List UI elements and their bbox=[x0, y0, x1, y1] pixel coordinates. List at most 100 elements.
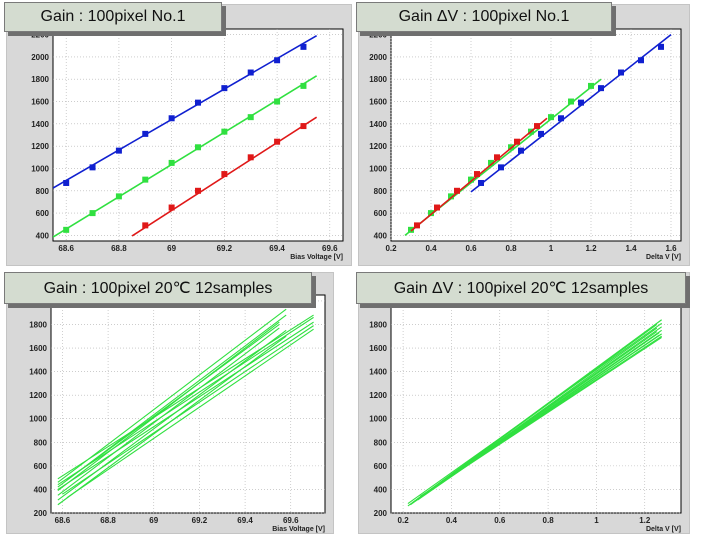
y-tick-label: 1600 bbox=[369, 98, 387, 107]
y-tick-label: 1800 bbox=[369, 320, 387, 329]
x-tick-label: 0.6 bbox=[465, 244, 477, 253]
data-point bbox=[142, 130, 149, 137]
data-point bbox=[274, 98, 281, 105]
data-point bbox=[468, 176, 474, 183]
fit-line bbox=[53, 35, 318, 189]
x-tick-label: 1 bbox=[594, 516, 599, 525]
x-tick-label: 68.6 bbox=[58, 244, 74, 253]
x-tick-label: 0.8 bbox=[505, 244, 517, 253]
x-tick-label: 0.8 bbox=[543, 516, 555, 525]
x-tick-label: 69.2 bbox=[217, 244, 233, 253]
sample-line bbox=[66, 328, 314, 499]
x-tick-label: 68.8 bbox=[100, 516, 116, 525]
sample-line bbox=[66, 324, 280, 481]
y-tick-label: 2000 bbox=[369, 53, 387, 62]
y-tick-label: 1200 bbox=[369, 142, 387, 151]
data-point bbox=[638, 57, 644, 64]
y-tick-label: 1400 bbox=[31, 120, 49, 129]
data-point bbox=[63, 179, 70, 186]
x-tick-label: 0.6 bbox=[494, 516, 506, 525]
data-point bbox=[538, 130, 544, 137]
x-tick-label: 68.8 bbox=[111, 244, 127, 253]
data-point bbox=[534, 123, 540, 130]
y-tick-label: 600 bbox=[374, 462, 388, 471]
data-point bbox=[300, 82, 307, 89]
y-tick-label: 1400 bbox=[29, 368, 47, 377]
y-tick-label: 1200 bbox=[29, 391, 47, 400]
y-tick-label: 600 bbox=[36, 209, 50, 218]
y-tick-label: 1600 bbox=[369, 344, 387, 353]
chart-title-4: Gain ΔV : 100pixel 20℃ 12samples bbox=[356, 272, 686, 304]
sample-line bbox=[57, 308, 287, 483]
data-point bbox=[142, 176, 149, 183]
chart-title-3: Gain : 100pixel 20℃ 12samples bbox=[4, 272, 312, 304]
data-point bbox=[300, 123, 307, 130]
data-point bbox=[514, 138, 520, 145]
x-tick-label: 69.4 bbox=[269, 244, 285, 253]
sample-line bbox=[57, 321, 280, 492]
x-tick-label: 0.2 bbox=[385, 244, 397, 253]
y-tick-label: 400 bbox=[36, 231, 50, 240]
y-tick-label: 200 bbox=[34, 509, 48, 518]
x-tick-label: 69.6 bbox=[283, 516, 299, 525]
data-point bbox=[448, 193, 454, 200]
data-point bbox=[568, 98, 574, 105]
data-point bbox=[274, 57, 281, 64]
x-tick-label: 0.2 bbox=[398, 516, 410, 525]
data-point bbox=[195, 144, 201, 151]
chart-title-2: Gain ΔV : 100pixel No.1 bbox=[356, 2, 612, 32]
y-tick-label: 400 bbox=[374, 231, 388, 240]
data-point bbox=[63, 226, 70, 233]
fit-line bbox=[470, 33, 672, 193]
x-axis-label: Bias Voltage [V] bbox=[290, 254, 343, 261]
x-tick-label: 1.4 bbox=[625, 244, 637, 253]
data-point bbox=[408, 226, 414, 233]
data-point bbox=[115, 193, 122, 200]
sample-line bbox=[62, 325, 314, 495]
x-tick-label: 1.6 bbox=[665, 244, 677, 253]
chart-panel-4: 2004006008001000120014001600180020000.20… bbox=[358, 272, 690, 534]
fit-line bbox=[53, 75, 318, 238]
y-tick-label: 400 bbox=[374, 485, 388, 494]
data-point bbox=[428, 210, 434, 217]
data-point bbox=[195, 187, 201, 194]
x-axis-label: Delta V [V] bbox=[646, 254, 681, 261]
data-point bbox=[247, 154, 254, 161]
y-tick-label: 800 bbox=[36, 187, 50, 196]
sample-line bbox=[57, 321, 314, 490]
y-tick-label: 400 bbox=[34, 485, 48, 494]
plot-area bbox=[52, 28, 344, 242]
y-tick-label: 200 bbox=[374, 509, 388, 518]
data-point bbox=[454, 187, 460, 194]
x-axis-label: Delta V [V] bbox=[646, 526, 681, 533]
data-point bbox=[488, 159, 494, 166]
data-point bbox=[578, 99, 584, 106]
data-point bbox=[474, 171, 480, 178]
data-point bbox=[558, 115, 564, 122]
data-point bbox=[588, 82, 594, 89]
y-tick-label: 1000 bbox=[369, 164, 387, 173]
x-tick-label: 69 bbox=[167, 244, 176, 253]
sample-line bbox=[57, 314, 314, 480]
y-tick-label: 1800 bbox=[31, 75, 49, 84]
y-tick-label: 2200 bbox=[31, 31, 49, 40]
y-tick-label: 1000 bbox=[369, 415, 387, 424]
data-point bbox=[221, 128, 228, 135]
plot-area bbox=[390, 294, 682, 514]
data-point bbox=[414, 222, 420, 229]
y-tick-label: 2200 bbox=[369, 31, 387, 40]
x-tick-label: 69.4 bbox=[237, 516, 253, 525]
x-tick-label: 1.2 bbox=[585, 244, 597, 253]
data-point bbox=[221, 171, 228, 178]
data-point bbox=[478, 179, 484, 186]
data-point bbox=[300, 43, 307, 50]
data-point bbox=[89, 210, 96, 217]
y-tick-label: 1800 bbox=[369, 75, 387, 84]
data-point bbox=[274, 138, 281, 145]
y-tick-label: 1400 bbox=[369, 368, 387, 377]
data-point bbox=[434, 204, 440, 211]
y-tick-label: 800 bbox=[34, 438, 48, 447]
y-tick-label: 1800 bbox=[29, 320, 47, 329]
chart-panel-3: 20040060080010001200140016001800200068.6… bbox=[6, 272, 334, 534]
data-point bbox=[247, 114, 254, 121]
